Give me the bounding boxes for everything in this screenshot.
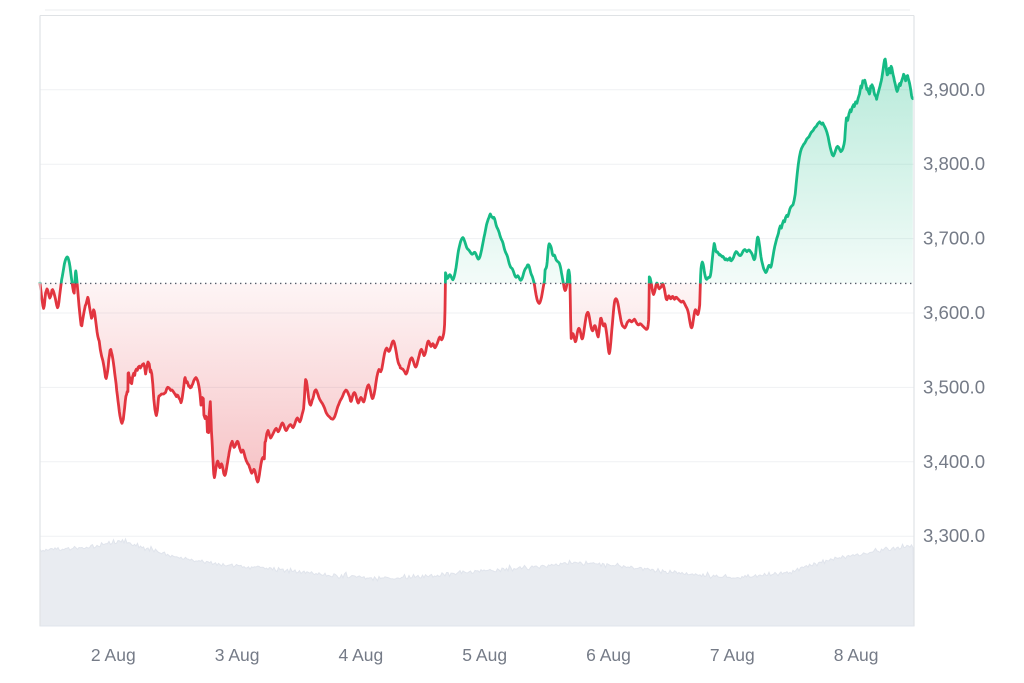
svg-text:3,600.0: 3,600.0: [923, 302, 985, 323]
svg-text:7 Aug: 7 Aug: [710, 645, 755, 665]
svg-text:4 Aug: 4 Aug: [339, 645, 384, 665]
svg-text:3,800.0: 3,800.0: [923, 153, 985, 174]
svg-text:6 Aug: 6 Aug: [586, 645, 631, 665]
svg-text:2 Aug: 2 Aug: [91, 645, 136, 665]
svg-text:3,400.0: 3,400.0: [923, 451, 985, 472]
svg-text:3,300.0: 3,300.0: [923, 525, 985, 546]
svg-text:5 Aug: 5 Aug: [462, 645, 507, 665]
svg-text:8 Aug: 8 Aug: [834, 645, 879, 665]
svg-text:3,900.0: 3,900.0: [923, 79, 985, 100]
svg-text:3,500.0: 3,500.0: [923, 376, 985, 397]
svg-text:3,700.0: 3,700.0: [923, 228, 985, 249]
svg-text:3 Aug: 3 Aug: [215, 645, 260, 665]
